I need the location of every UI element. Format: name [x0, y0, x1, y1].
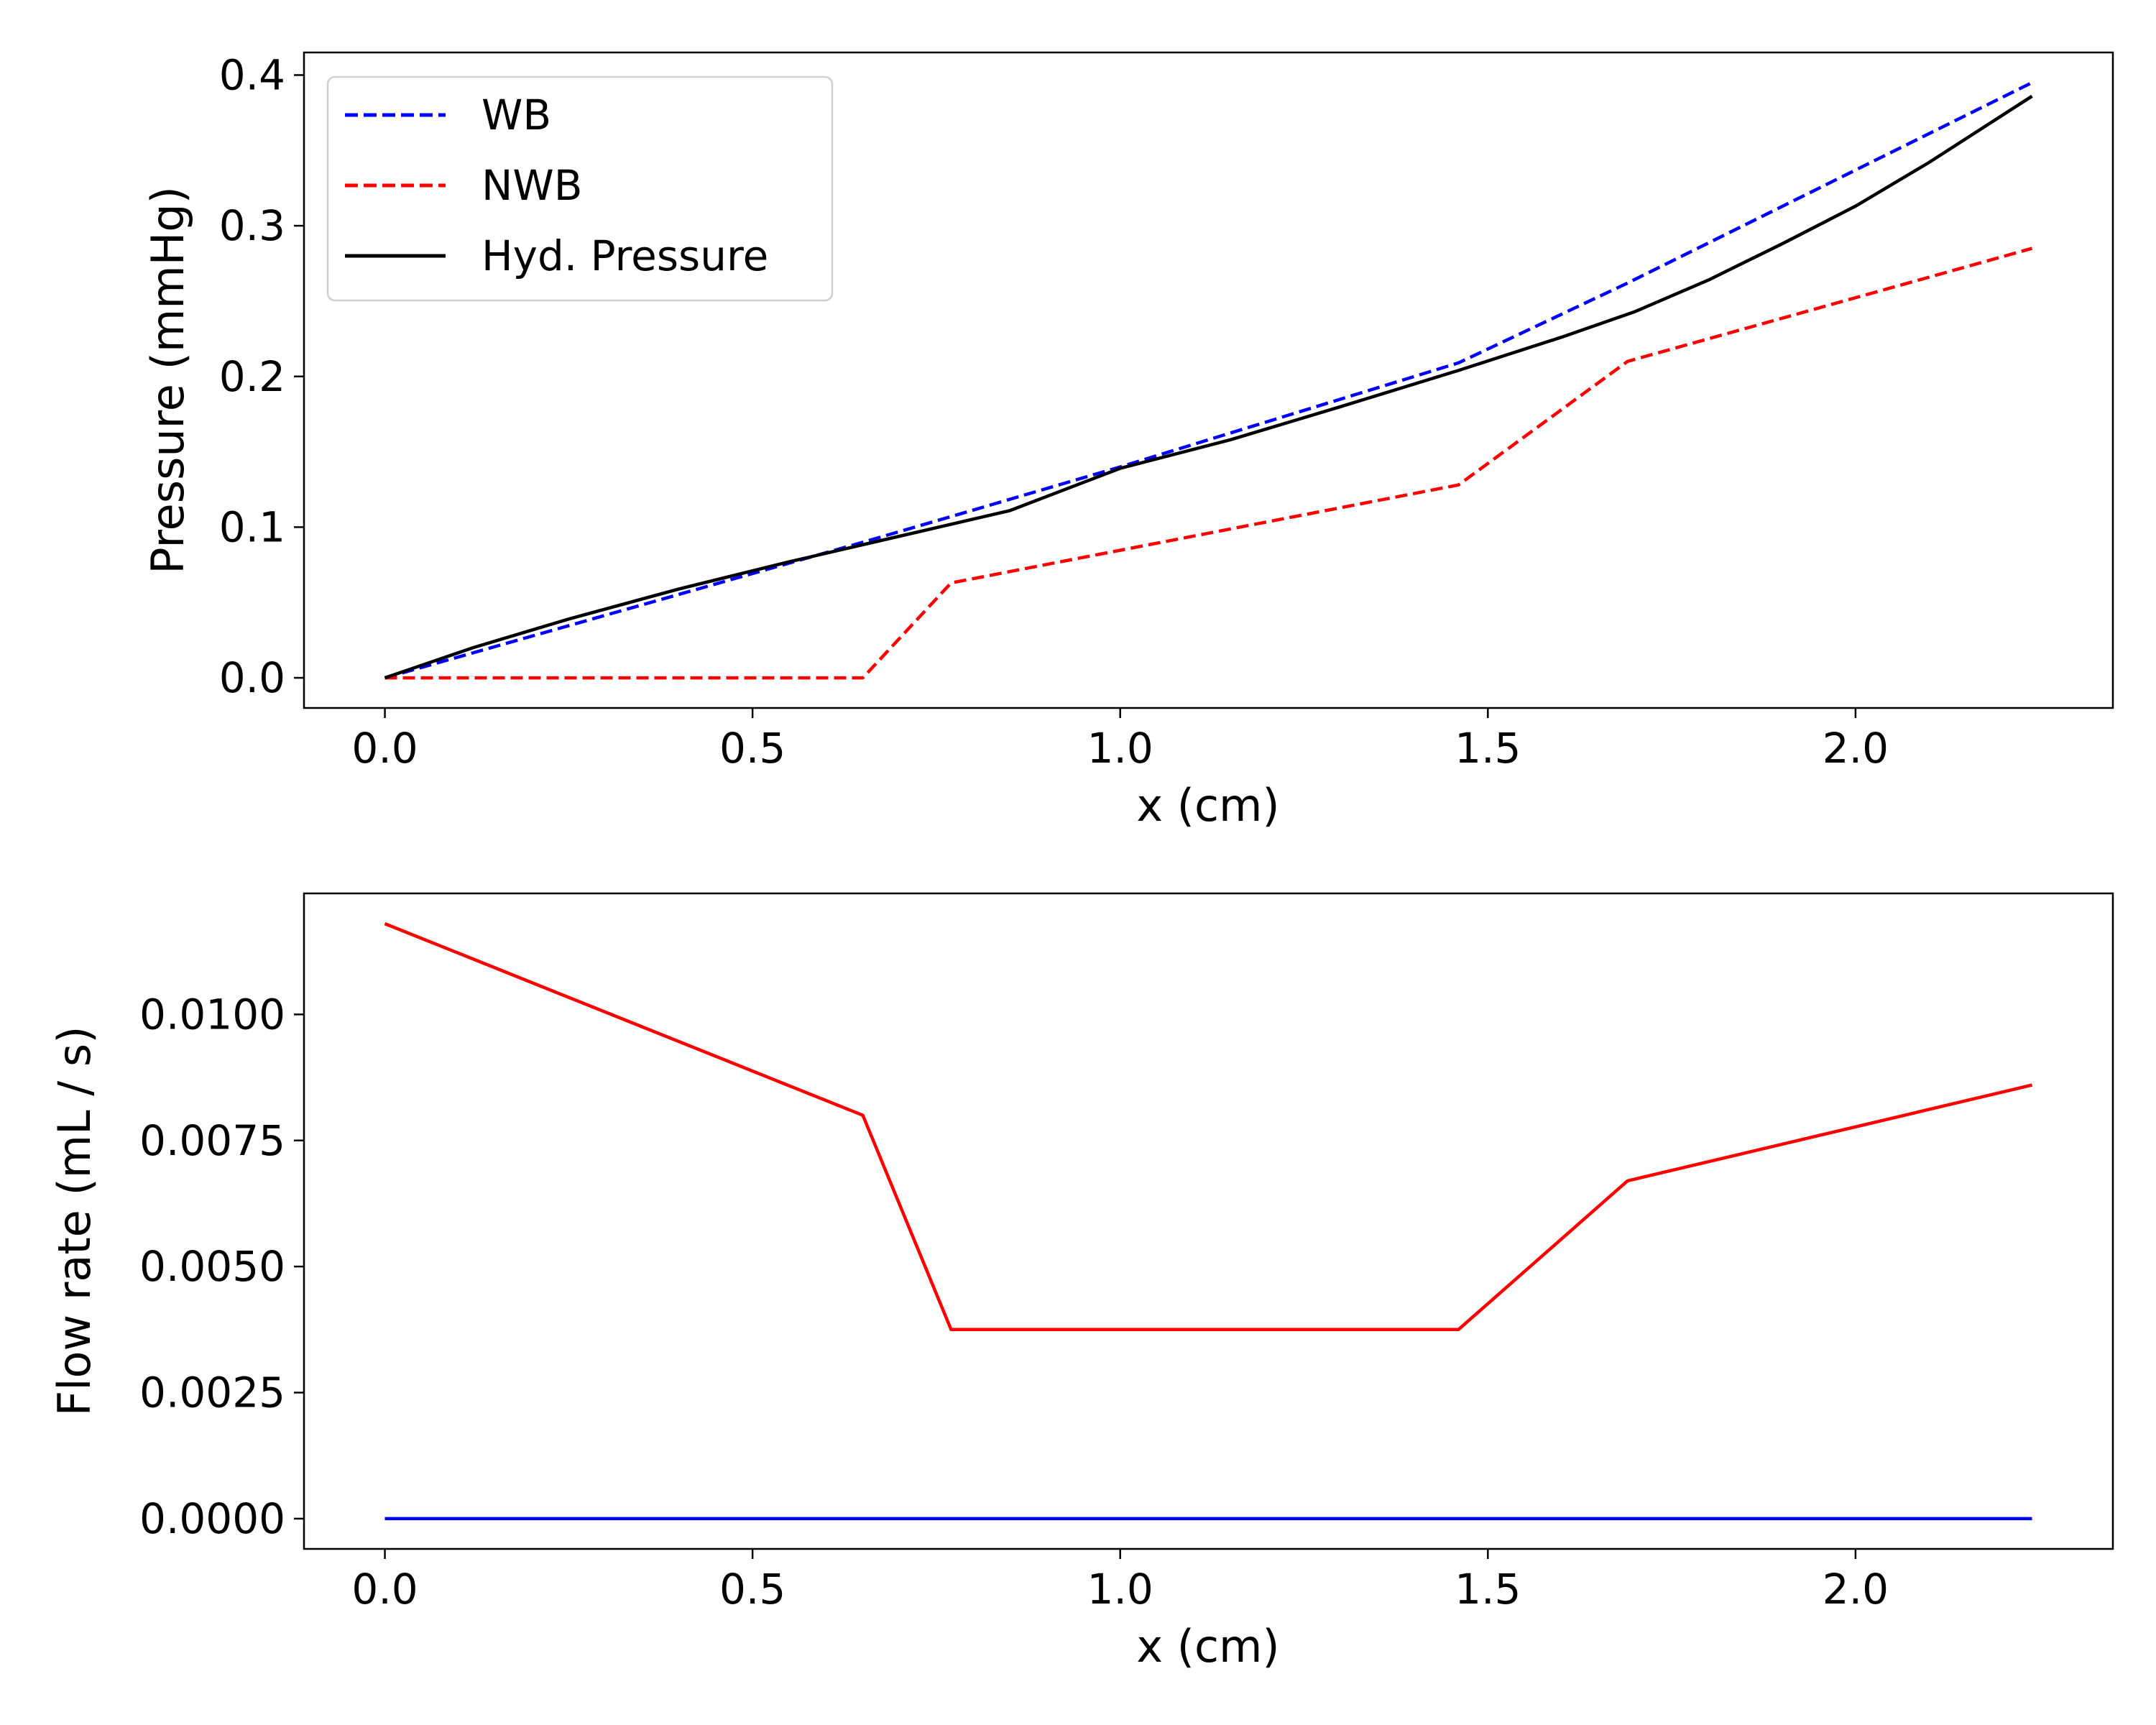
pressure-x-tick-label: 1.5 — [1455, 724, 1521, 773]
flow-x-tick-label: 1.0 — [1087, 1565, 1153, 1614]
flow-y-tick-label: 0.0050 — [139, 1242, 285, 1291]
flow-ticks: 0.0 0.5 1.0 1.5 2.0 0.0000 0.0025 0.0050 0.0075 0… — [139, 990, 1889, 1614]
pressure-x-tick-label: 1.0 — [1087, 724, 1153, 773]
pressure-ticks: 0.0 0.5 1.0 1.5 2.0 0.0 0.1 0.2 0.3 0.4 — [219, 50, 1889, 773]
pressure-panel: 0.0 0.5 1.0 1.5 2.0 0.0 0.1 0.2 0.3 0.4 x (cm) Pr… — [142, 50, 2114, 832]
pressure-y-tick-label: 0.3 — [219, 201, 285, 250]
pressure-y-tick-label: 0.4 — [219, 50, 285, 99]
pressure-axes-frame — [303, 51, 2114, 709]
flow-y-tick-label: 0.0000 — [139, 1494, 285, 1543]
pressure-y-tick-label: 0.2 — [219, 352, 285, 401]
flow-series — [384, 922, 2033, 1521]
flow-x-axis-label: x (cm) — [1136, 1620, 1279, 1673]
flow-x-tick-label: 0.5 — [719, 1565, 786, 1614]
pressure-x-axis-label: x (cm) — [1136, 779, 1279, 832]
flow-y-tick-label: 0.0075 — [139, 1116, 285, 1165]
pressure-y-tick-label: 0.0 — [219, 653, 285, 702]
pressure-series — [384, 80, 2033, 680]
pressure-x-tick-label: 2.0 — [1823, 724, 1889, 773]
legend-nwb-label: NWB — [482, 161, 583, 210]
legend-hyd-label: Hyd. Pressure — [482, 231, 768, 280]
flow-axes-frame — [303, 892, 2114, 1550]
flow-x-tick-label: 0.0 — [351, 1565, 418, 1614]
flow-y-tick-label: 0.0100 — [139, 990, 285, 1039]
flow-y-tick-label: 0.0025 — [139, 1368, 285, 1417]
pressure-x-tick-label: 0.0 — [351, 724, 418, 773]
pressure-y-tick-label: 0.1 — [219, 502, 285, 551]
flow-panel: 0.0 0.5 1.0 1.5 2.0 0.0000 0.0025 0.0050 0.0075 0… — [48, 892, 2114, 1673]
flow-x-tick-label: 2.0 — [1823, 1565, 1889, 1614]
pressure-y-axis-label: Pressure (mmHg) — [142, 186, 194, 574]
pressure-x-tick-label: 0.5 — [719, 724, 786, 773]
legend-box — [326, 75, 834, 302]
legend: WB NWB Hyd. Pressure — [326, 75, 834, 302]
flow-x-tick-label: 1.5 — [1455, 1565, 1521, 1614]
flow-series-nwb — [384, 922, 2033, 1332]
legend-wb-label: WB — [482, 91, 551, 139]
pressure-series-nwb — [384, 247, 2033, 680]
pressure-series-hyd-pressure — [384, 94, 2033, 680]
flow-y-axis-label: Flow rate (mL / s) — [48, 1026, 101, 1417]
